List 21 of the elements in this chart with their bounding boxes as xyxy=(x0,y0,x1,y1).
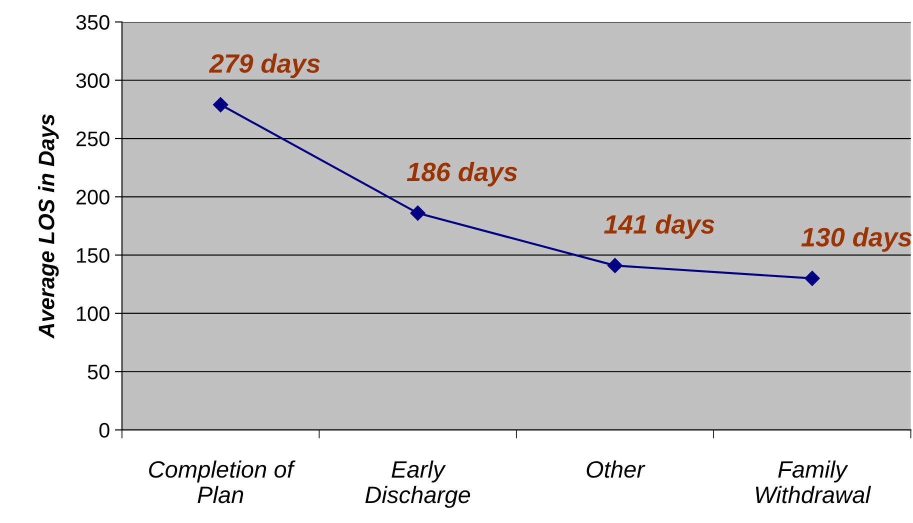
y-tick-label: 350 xyxy=(76,14,110,30)
y-tick-label: 300 xyxy=(76,73,110,88)
y-tick-label: 0 xyxy=(99,422,110,438)
y-tick-label: 50 xyxy=(88,364,110,380)
y-tick-label: 150 xyxy=(77,248,110,263)
data-label: 141 days xyxy=(604,214,714,239)
data-label: 186 days xyxy=(406,162,518,187)
data-label: 279 days xyxy=(208,54,320,78)
y-tick-label: 200 xyxy=(76,190,110,205)
x-tick-label: Other xyxy=(586,460,646,478)
point xyxy=(213,97,228,112)
x-tick-label: Family Withdrawal xyxy=(756,460,872,504)
y-tick-label: 100 xyxy=(77,306,110,322)
x-tick-label: Early Discharge xyxy=(365,460,470,508)
point xyxy=(410,206,426,221)
x-tick-label: Completion of Plan xyxy=(149,460,296,504)
y-tick-label: 250 xyxy=(76,132,110,146)
point xyxy=(607,258,623,274)
data-label: 130 days xyxy=(801,227,912,252)
point xyxy=(804,270,820,286)
y-axis-title: Average LOS in Days xyxy=(38,114,59,339)
